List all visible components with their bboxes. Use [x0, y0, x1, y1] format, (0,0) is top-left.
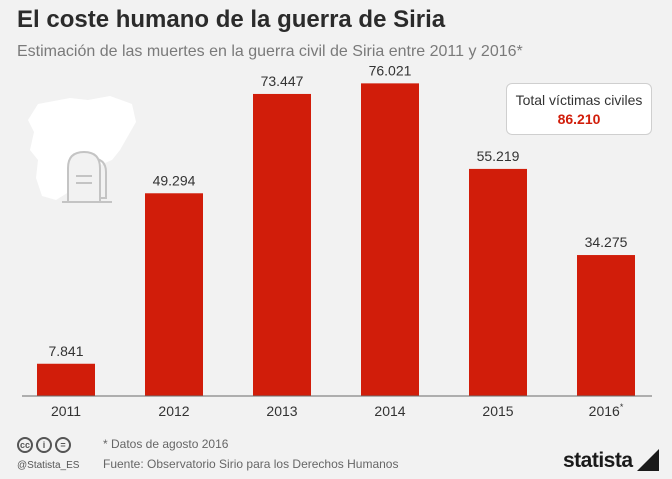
gravestone-icon	[62, 150, 112, 203]
bar-2012	[145, 193, 203, 396]
statista-logo[interactable]: statista	[563, 449, 633, 472]
footnote: * Datos de agosto 2016	[103, 437, 229, 451]
chart-title: El coste humano de la guerra de Siria	[17, 6, 446, 33]
value-label-2013: 73.447	[261, 73, 304, 89]
x-tick-2013: 2013	[266, 403, 297, 419]
x-tick-2015: 2015	[482, 403, 513, 419]
total-civilian-value: 86.210	[557, 111, 601, 127]
x-tick-footnote-mark: *	[620, 402, 624, 412]
cc-icon: cc	[17, 437, 33, 453]
total-civilian-label: Total víctimas civiles	[515, 92, 643, 108]
value-label-2011: 7.841	[48, 343, 83, 359]
license-icons[interactable]: cc i =	[17, 437, 71, 453]
syria-map-icon	[28, 96, 136, 200]
value-label-2015: 55.219	[477, 148, 520, 164]
source-text: Fuente: Observatorio Sirio para los Dere…	[103, 457, 399, 471]
total-civilian-box: Total víctimas civiles 86.210	[506, 83, 652, 135]
x-tick-2011: 2011	[51, 403, 81, 419]
bar-2015	[469, 168, 527, 396]
x-tick-2014: 2014	[374, 403, 405, 419]
statista-handle[interactable]: @Statista_ES	[17, 460, 80, 471]
by-icon: i	[36, 437, 52, 453]
bar-2014	[361, 83, 419, 396]
chart-subtitle: Estimación de las muertes en la guerra c…	[17, 43, 523, 60]
value-label-2016: 34.275	[585, 234, 628, 250]
value-label-2012: 49.294	[153, 172, 196, 188]
bar-2011	[37, 363, 95, 396]
nd-icon: =	[55, 437, 71, 453]
x-tick-2016: 2016*	[589, 402, 624, 419]
statista-logo-mark-icon	[637, 449, 659, 471]
bar-2016	[577, 255, 635, 396]
bar-2013	[253, 93, 311, 396]
value-label-2014: 76.021	[369, 62, 412, 78]
x-tick-2012: 2012	[158, 403, 189, 419]
